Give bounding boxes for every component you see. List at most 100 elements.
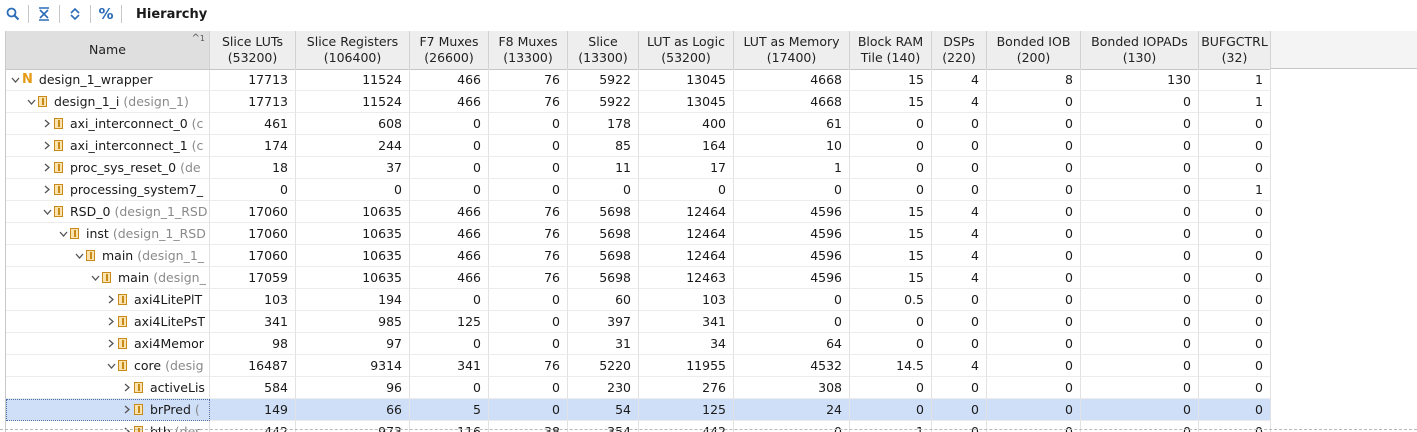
percent-icon[interactable]: % <box>98 5 114 23</box>
column-header[interactable]: DSPs (220) <box>932 31 987 70</box>
utilization-value: 5698 <box>568 223 639 245</box>
utilization-value: 10635 <box>296 201 410 223</box>
tree-row-name[interactable]: axi_interconnect_0 (c <box>6 113 210 135</box>
column-header-label: F7 Muxes <box>419 34 479 49</box>
utilization-value: 1 <box>1199 69 1271 91</box>
chevron-down-icon[interactable] <box>88 275 102 281</box>
tree-row-name[interactable]: main (design_1_ <box>6 245 210 267</box>
row-filler <box>1271 69 1417 91</box>
chevron-right-icon[interactable] <box>104 295 118 304</box>
module-instance-icon <box>118 294 127 305</box>
instance-name: axi_interconnect_1 <box>70 138 188 153</box>
row-filler <box>1271 267 1417 289</box>
utilization-value: 0 <box>734 179 850 201</box>
column-header[interactable]: BUFGCTRL (32) <box>1199 31 1271 70</box>
tree-row-name[interactable]: activeLis <box>6 377 210 399</box>
chevron-right-icon[interactable] <box>120 405 134 414</box>
column-header[interactable]: Slice Registers (106400) <box>296 31 410 70</box>
utilization-value: 276 <box>639 377 734 399</box>
utilization-value: 0 <box>1081 113 1199 135</box>
tree-row-name[interactable]: main (design_ <box>6 267 210 289</box>
utilization-value: 0 <box>932 157 987 179</box>
utilization-value: 17060 <box>210 223 296 245</box>
column-header-capacity: Tile (140) <box>860 50 921 65</box>
column-header[interactable]: F8 Muxes (13300) <box>489 31 568 70</box>
column-header[interactable]: F7 Muxes (26600) <box>410 31 489 70</box>
column-header[interactable]: Bonded IOB (200) <box>987 31 1081 70</box>
utilization-value: 466 <box>410 223 489 245</box>
chevron-down-icon[interactable] <box>72 253 86 259</box>
utilization-value: 34 <box>639 333 734 355</box>
utilization-value: 103 <box>639 289 734 311</box>
utilization-value: 0 <box>987 201 1081 223</box>
utilization-value: 0 <box>932 179 987 201</box>
chevron-down-icon[interactable] <box>104 363 118 369</box>
utilization-value: 4532 <box>734 355 850 377</box>
row-filler <box>1271 135 1417 157</box>
column-header[interactable]: Bonded IOPADs (130) <box>1081 31 1199 70</box>
utilization-value: 0 <box>987 355 1081 377</box>
chevron-right-icon[interactable] <box>104 317 118 326</box>
module-instance-icon <box>54 184 63 195</box>
utilization-value: 341 <box>639 311 734 333</box>
instance-name: design_1_wrapper <box>38 72 153 87</box>
utilization-value: 0 <box>932 333 987 355</box>
column-header[interactable]: Slice LUTs (53200) <box>210 31 296 70</box>
chevron-right-icon[interactable] <box>40 141 54 150</box>
row-filler <box>1271 311 1417 333</box>
chevron-down-icon[interactable] <box>24 99 38 105</box>
tree-row-name[interactable]: RSD_0 (design_1_RSD <box>6 201 210 223</box>
module-instance-icon <box>118 338 127 349</box>
tree-row-name[interactable]: design_1_i (design_1) <box>6 91 210 113</box>
utilization-value: 8 <box>987 69 1081 91</box>
tree-row-name[interactable]: axi_interconnect_1 (c <box>6 135 210 157</box>
utilization-value: 61 <box>734 113 850 135</box>
chevron-down-icon[interactable] <box>56 231 70 237</box>
tree-row-name[interactable]: btb (des <box>6 421 210 432</box>
tree-row-name[interactable]: inst (design_1_RSD <box>6 223 210 245</box>
utilization-value: 0 <box>410 113 489 135</box>
utilization-value: 973 <box>296 421 410 432</box>
column-header[interactable]: Block RAM Tile (140) <box>850 31 932 70</box>
utilization-value: 1 <box>1199 179 1271 201</box>
tree-row-name[interactable]: proc_sys_reset_0 (de <box>6 157 210 179</box>
utilization-value: 0 <box>932 377 987 399</box>
module-name: ( <box>194 402 200 417</box>
utilization-value: 0 <box>489 157 568 179</box>
chevron-right-icon[interactable] <box>104 339 118 348</box>
chevron-right-icon[interactable] <box>40 185 54 194</box>
expand-all-icon[interactable] <box>62 2 88 26</box>
utilization-value: 4668 <box>734 91 850 113</box>
search-icon[interactable] <box>0 2 26 26</box>
tree-row-name[interactable]: axi4LitePsT <box>6 311 210 333</box>
tree-row-name[interactable]: axi4Memor <box>6 333 210 355</box>
column-header-name[interactable]: Name ^1 <box>6 31 210 70</box>
utilization-value: 4 <box>932 355 987 377</box>
utilization-value: 178 <box>568 113 639 135</box>
collapse-all-icon[interactable] <box>31 2 57 26</box>
utilization-value: 0 <box>489 135 568 157</box>
utilization-value: 17060 <box>210 245 296 267</box>
chevron-right-icon[interactable] <box>40 119 54 128</box>
chevron-down-icon[interactable] <box>40 209 54 215</box>
utilization-value: 60 <box>568 289 639 311</box>
utilization-value: 0 <box>987 377 1081 399</box>
column-header[interactable]: Slice (13300) <box>568 31 639 70</box>
utilization-value: 584 <box>210 377 296 399</box>
tree-row-name[interactable]: processing_system7_ <box>6 179 210 201</box>
column-header[interactable]: LUT as Logic (53200) <box>639 31 734 70</box>
tree-row-name[interactable]: brPred( <box>6 399 210 421</box>
column-header-capacity: (130) <box>1122 50 1157 65</box>
chevron-right-icon[interactable] <box>120 383 134 392</box>
utilization-value: 149 <box>210 399 296 421</box>
utilization-value: 1 <box>1199 91 1271 113</box>
tree-row-name[interactable]: axi4LitePlT <box>6 289 210 311</box>
utilization-value: 0 <box>932 113 987 135</box>
utilization-value: 0 <box>1199 421 1271 432</box>
chevron-right-icon[interactable] <box>40 163 54 172</box>
tree-row-name[interactable]: core (desig <box>6 355 210 377</box>
chevron-down-icon[interactable] <box>8 77 22 83</box>
utilization-value: 341 <box>410 355 489 377</box>
column-header[interactable]: LUT as Memory (17400) <box>734 31 850 70</box>
